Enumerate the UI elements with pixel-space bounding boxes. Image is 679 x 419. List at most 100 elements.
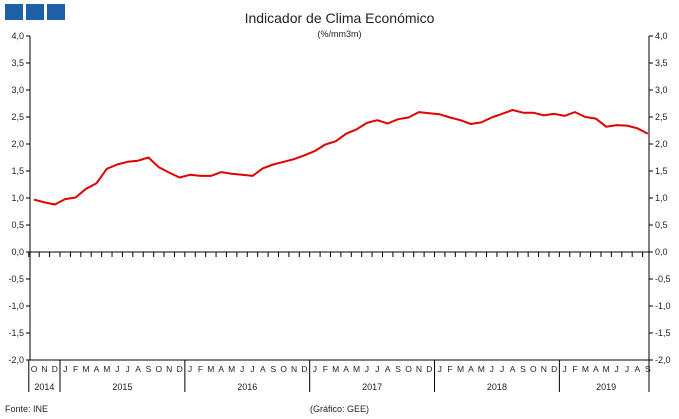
month-label: N — [541, 364, 547, 374]
month-label: J — [562, 364, 566, 374]
y-tick-label-left: 3,0 — [11, 85, 24, 95]
month-label: J — [126, 364, 130, 374]
y-tick-label-left: 0,5 — [11, 220, 24, 230]
month-label: S — [645, 364, 651, 374]
y-tick-label-right: 0,5 — [655, 220, 668, 230]
year-label: 2017 — [362, 382, 382, 392]
month-label: J — [313, 364, 317, 374]
year-label: 2018 — [487, 382, 507, 392]
source-note: Fonte: INE — [5, 404, 49, 414]
month-label: D — [177, 364, 183, 374]
month-label: A — [135, 364, 141, 374]
month-label: O — [280, 364, 287, 374]
y-tick-label-left: 0,0 — [11, 247, 24, 257]
y-tick-label-right: 1,0 — [655, 193, 668, 203]
chart-title: Indicador de Clima Económico — [244, 10, 435, 26]
logo-block — [47, 4, 65, 20]
month-label: O — [156, 364, 163, 374]
y-tick-label-left: 4,0 — [11, 31, 24, 41]
y-tick-label-right: 1,5 — [655, 166, 668, 176]
year-label: 2016 — [237, 382, 257, 392]
month-label: J — [250, 364, 254, 374]
month-label: M — [582, 364, 589, 374]
year-label: 2014 — [34, 382, 54, 392]
month-label: A — [343, 364, 349, 374]
month-label: D — [301, 364, 307, 374]
month-label: S — [395, 364, 401, 374]
y-tick-label-right: 2,5 — [655, 112, 668, 122]
month-label: O — [31, 364, 38, 374]
logo-block — [26, 4, 44, 20]
month-label: A — [218, 364, 224, 374]
month-label: J — [115, 364, 119, 374]
month-label: M — [478, 364, 485, 374]
month-label: A — [593, 364, 599, 374]
y-tick-label-left: -1,5 — [8, 328, 24, 338]
logo — [5, 4, 65, 20]
month-label: S — [146, 364, 152, 374]
y-tick-label-left: 1,0 — [11, 193, 24, 203]
y-tick-label-right: -1,0 — [655, 301, 671, 311]
month-label: M — [353, 364, 360, 374]
y-tick-label-left: 2,0 — [11, 139, 24, 149]
month-label: S — [270, 364, 276, 374]
y-tick-label-left: -2,0 — [8, 355, 24, 365]
month-label: J — [188, 364, 192, 374]
month-label: A — [468, 364, 474, 374]
month-label: A — [385, 364, 391, 374]
y-tick-label-left: -0,5 — [8, 274, 24, 284]
y-tick-label-right: -1,5 — [655, 328, 671, 338]
month-label: A — [260, 364, 266, 374]
month-label: M — [603, 364, 610, 374]
month-label: M — [332, 364, 339, 374]
month-label: M — [228, 364, 235, 374]
month-label: J — [63, 364, 67, 374]
month-label: D — [426, 364, 432, 374]
month-label: S — [520, 364, 526, 374]
month-label: M — [457, 364, 464, 374]
y-tick-label-right: 2,0 — [655, 139, 668, 149]
month-label: N — [166, 364, 172, 374]
logo-block — [5, 4, 23, 20]
chart-subtitle: (%/mm3m) — [317, 29, 362, 39]
month-label: J — [625, 364, 629, 374]
y-tick-label-left: 1,5 — [11, 166, 24, 176]
month-label: M — [103, 364, 110, 374]
month-label: A — [94, 364, 100, 374]
month-label: F — [198, 364, 203, 374]
month-label: O — [405, 364, 412, 374]
month-label: J — [500, 364, 504, 374]
y-tick-label-left: -1,0 — [8, 301, 24, 311]
month-label: F — [572, 364, 577, 374]
month-label: J — [614, 364, 618, 374]
month-label: F — [448, 364, 453, 374]
y-tick-label-left: 3,5 — [11, 58, 24, 68]
month-label: M — [82, 364, 89, 374]
month-label: J — [375, 364, 379, 374]
month-label: M — [207, 364, 214, 374]
month-label: A — [510, 364, 516, 374]
month-label: D — [551, 364, 557, 374]
y-tick-label-right: 3,0 — [655, 85, 668, 95]
y-tick-label-left: 2,5 — [11, 112, 24, 122]
y-tick-label-right: 3,5 — [655, 58, 668, 68]
month-label: D — [52, 364, 58, 374]
month-label: J — [438, 364, 442, 374]
month-label: N — [416, 364, 422, 374]
year-label: 2019 — [596, 382, 616, 392]
month-label: J — [365, 364, 369, 374]
series-line — [33, 109, 649, 206]
year-label: 2015 — [112, 382, 132, 392]
y-tick-label-right: 0,0 — [655, 247, 668, 257]
month-label: F — [73, 364, 78, 374]
month-label: O — [530, 364, 537, 374]
month-label: N — [291, 364, 297, 374]
month-label: F — [323, 364, 328, 374]
month-label: A — [635, 364, 641, 374]
credit-note: (Gráfico: GEE) — [309, 404, 369, 414]
y-tick-label-right: -0,5 — [655, 274, 671, 284]
month-label: J — [490, 364, 494, 374]
y-tick-label-right: 4,0 — [655, 31, 668, 41]
month-label: J — [240, 364, 244, 374]
